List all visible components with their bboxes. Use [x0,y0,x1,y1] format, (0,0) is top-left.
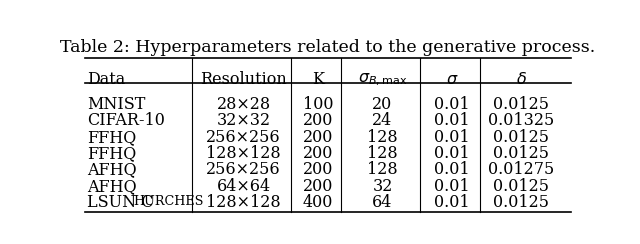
Text: 64: 64 [372,194,393,211]
Text: LSUN C: LSUN C [88,194,154,211]
Text: 0.01: 0.01 [434,96,470,113]
Text: 0.01: 0.01 [434,129,470,146]
Text: $\sigma$: $\sigma$ [445,71,458,88]
Text: 200: 200 [303,178,333,195]
Text: MNIST: MNIST [88,96,146,113]
Text: 256×256: 256×256 [206,129,281,146]
Text: 200: 200 [303,145,333,162]
Text: 0.01: 0.01 [434,194,470,211]
Text: Resolution: Resolution [200,71,287,88]
Text: 128: 128 [367,161,398,178]
Text: AFHQ: AFHQ [88,161,137,178]
Text: 0.01: 0.01 [434,145,470,162]
Text: 0.0125: 0.0125 [493,129,550,146]
Text: 0.01275: 0.01275 [488,161,555,178]
Text: 400: 400 [303,194,333,211]
Text: 20: 20 [372,96,393,113]
Text: 0.01325: 0.01325 [488,112,555,129]
Text: K: K [312,71,324,88]
Text: 0.0125: 0.0125 [493,194,550,211]
Text: 128: 128 [367,129,398,146]
Text: $\sigma_{B,\mathrm{max}}$: $\sigma_{B,\mathrm{max}}$ [358,71,407,88]
Text: $\delta$: $\delta$ [516,71,527,88]
Text: 128×128: 128×128 [206,194,281,211]
Text: FFHQ: FFHQ [88,129,137,146]
Text: 0.0125: 0.0125 [493,96,550,113]
Text: 0.0125: 0.0125 [493,178,550,195]
Text: 128×128: 128×128 [206,145,281,162]
Text: 0.01: 0.01 [434,178,470,195]
Text: 200: 200 [303,112,333,129]
Text: CIFAR-10: CIFAR-10 [88,112,165,129]
Text: 32×32: 32×32 [216,112,271,129]
Text: 200: 200 [303,161,333,178]
Text: Table 2: Hyperparameters related to the generative process.: Table 2: Hyperparameters related to the … [60,39,596,56]
Text: 256×256: 256×256 [206,161,281,178]
Text: 32: 32 [372,178,393,195]
Text: 100: 100 [303,96,333,113]
Text: 128: 128 [367,145,398,162]
Text: Data: Data [88,71,125,88]
Text: 24: 24 [372,112,393,129]
Text: 0.0125: 0.0125 [493,145,550,162]
Text: HURCHES: HURCHES [133,195,204,208]
Text: AFHQ: AFHQ [88,178,137,195]
Text: 200: 200 [303,129,333,146]
Text: 0.01: 0.01 [434,112,470,129]
Text: 64×64: 64×64 [216,178,271,195]
Text: 28×28: 28×28 [216,96,271,113]
Text: 0.01: 0.01 [434,161,470,178]
Text: FFHQ: FFHQ [88,145,137,162]
